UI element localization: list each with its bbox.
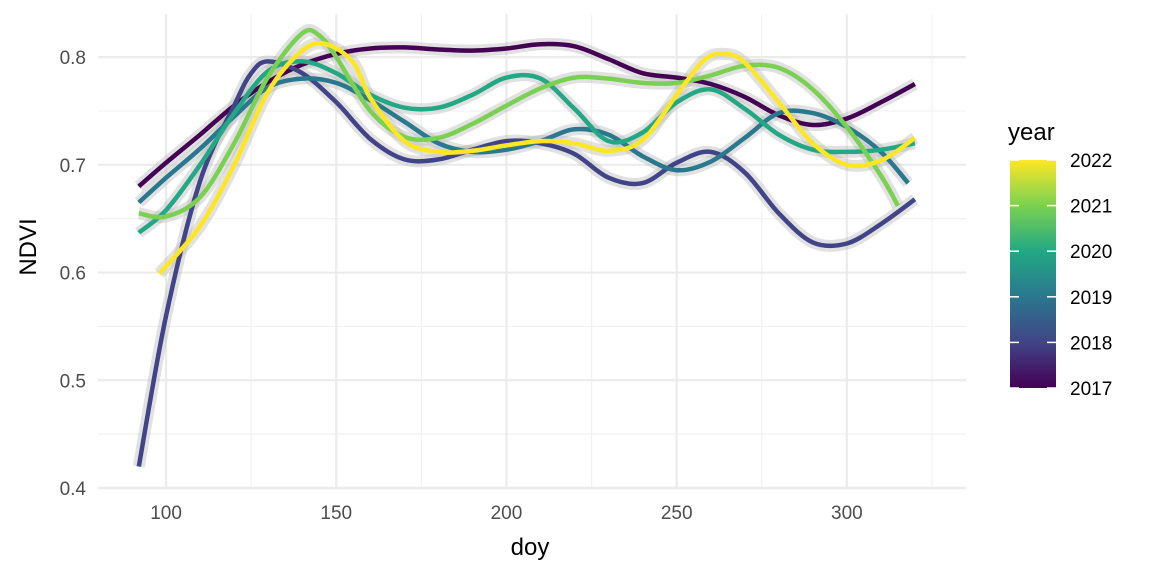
y-axis-title: NDVI [15, 218, 42, 275]
y-tick-label: 0.7 [60, 156, 86, 177]
grid-lines [98, 14, 966, 490]
legend: year 2022 2021 2020 2019 2018 2017 [1008, 119, 1112, 400]
legend-label: 2018 [1070, 333, 1112, 354]
y-tick-label: 0.4 [60, 479, 87, 500]
series-line-2019 [137, 76, 910, 205]
y-tick-label: 0.6 [60, 264, 86, 285]
legend-label: 2020 [1070, 242, 1112, 263]
x-tick-label: 300 [831, 503, 863, 524]
legend-colorbar [1010, 160, 1056, 388]
series-line-2018 [136, 59, 917, 467]
x-tick-label: 250 [661, 503, 693, 524]
legend-ticks: 2022 2021 2020 2019 2018 2017 [1010, 151, 1112, 400]
series-line-2021 [138, 27, 900, 220]
series-line-2020 [137, 59, 916, 235]
series-line-2022 [157, 40, 917, 276]
series-lines [132, 24, 919, 468]
legend-label: 2021 [1070, 197, 1112, 218]
legend-label: 2022 [1070, 151, 1112, 172]
x-axis-title: doy [511, 534, 550, 561]
x-tick-label: 100 [150, 503, 182, 524]
y-tick-label: 0.5 [60, 371, 86, 392]
x-axis-ticks: 100 150 200 250 300 [150, 503, 862, 524]
x-tick-label: 200 [491, 503, 523, 524]
y-axis-ticks: 0.4 0.5 0.6 0.7 0.8 [60, 48, 87, 500]
legend-label: 2017 [1070, 379, 1112, 400]
legend-label: 2019 [1070, 288, 1112, 309]
y-tick-label: 0.8 [60, 48, 86, 69]
x-tick-label: 150 [320, 503, 352, 524]
legend-title: year [1008, 119, 1055, 146]
